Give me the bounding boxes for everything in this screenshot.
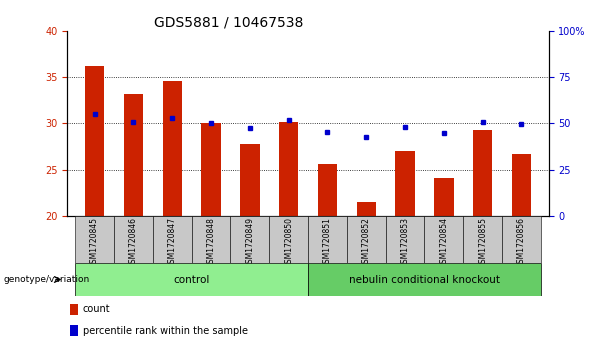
Bar <box>434 178 454 216</box>
Text: GSM1720851: GSM1720851 <box>323 217 332 268</box>
Bar <box>463 216 502 263</box>
Bar <box>386 216 424 263</box>
Bar <box>512 154 531 216</box>
Bar <box>279 122 299 216</box>
Text: percentile rank within the sample: percentile rank within the sample <box>83 326 248 336</box>
Bar <box>318 164 337 216</box>
Text: GSM1720845: GSM1720845 <box>90 217 99 268</box>
Bar <box>230 216 269 263</box>
Text: nebulin conditional knockout: nebulin conditional knockout <box>349 274 500 285</box>
Bar <box>162 81 182 216</box>
Bar <box>75 216 114 263</box>
Bar <box>308 216 347 263</box>
Bar <box>357 202 376 216</box>
Text: GSM1720855: GSM1720855 <box>478 217 487 268</box>
Text: GSM1720846: GSM1720846 <box>129 217 138 268</box>
Text: GSM1720852: GSM1720852 <box>362 217 371 268</box>
Bar <box>114 216 153 263</box>
Text: GSM1720849: GSM1720849 <box>245 217 254 268</box>
Bar <box>473 130 492 216</box>
Bar <box>395 151 415 216</box>
Bar <box>308 263 541 296</box>
Text: GDS5881 / 10467538: GDS5881 / 10467538 <box>154 16 303 30</box>
Text: control: control <box>173 274 210 285</box>
Bar <box>124 94 143 216</box>
Bar <box>70 304 78 315</box>
Text: GSM1720853: GSM1720853 <box>400 217 409 268</box>
Text: count: count <box>83 305 110 314</box>
Text: GSM1720848: GSM1720848 <box>207 217 216 268</box>
Text: GSM1720850: GSM1720850 <box>284 217 293 268</box>
Bar <box>347 216 386 263</box>
Bar <box>85 66 104 216</box>
Bar <box>75 263 308 296</box>
Text: GSM1720856: GSM1720856 <box>517 217 526 268</box>
Bar <box>240 144 259 216</box>
Text: genotype/variation: genotype/variation <box>3 275 89 284</box>
Bar <box>192 216 230 263</box>
Bar <box>502 216 541 263</box>
Bar <box>201 123 221 216</box>
Bar <box>70 325 78 336</box>
Bar <box>424 216 463 263</box>
Text: GSM1720847: GSM1720847 <box>168 217 177 268</box>
Text: GSM1720854: GSM1720854 <box>440 217 448 268</box>
Bar <box>269 216 308 263</box>
Bar <box>153 216 192 263</box>
